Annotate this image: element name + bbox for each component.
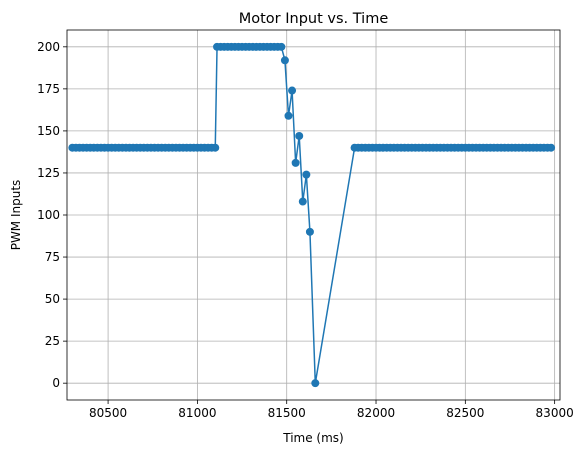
x-tick-label: 81500 (268, 406, 306, 420)
x-axis-label: Time (ms) (282, 431, 344, 445)
data-point (211, 143, 220, 152)
data-point (291, 158, 300, 167)
data-point (295, 131, 304, 140)
data-point (311, 379, 320, 388)
x-tick-label: 82000 (357, 406, 395, 420)
y-tick-label: 125 (37, 166, 60, 180)
x-tick-label: 82500 (446, 406, 484, 420)
data-point (288, 86, 297, 95)
y-tick-label: 50 (45, 292, 60, 306)
series-1 (68, 42, 556, 388)
data-point (547, 143, 556, 152)
x-tick-label: 81000 (178, 406, 216, 420)
y-tick-label: 100 (37, 208, 60, 222)
x-tick-label: 80500 (89, 406, 127, 420)
y-tick-label: 75 (45, 250, 60, 264)
x-tick-label: 83000 (536, 406, 573, 420)
data-point (284, 111, 293, 120)
y-tick-label: 25 (45, 334, 60, 348)
data-point (302, 170, 311, 179)
data-point (280, 56, 289, 65)
y-tick-label: 175 (37, 82, 60, 96)
y-axis-label: PWM Inputs (9, 180, 23, 251)
tick-marks (63, 46, 556, 404)
data-point (277, 42, 286, 51)
data-point (305, 227, 314, 236)
y-tick-label: 150 (37, 124, 60, 138)
data-point (298, 197, 307, 206)
y-tick-label: 200 (37, 40, 60, 54)
y-tick-label: 0 (52, 376, 60, 390)
chart-title: Motor Input vs. Time (239, 11, 389, 27)
grid-lines (67, 30, 560, 400)
tick-labels: 80500 81000 81500 82000 82500 83000 0 25 50 75 100… (37, 40, 573, 420)
